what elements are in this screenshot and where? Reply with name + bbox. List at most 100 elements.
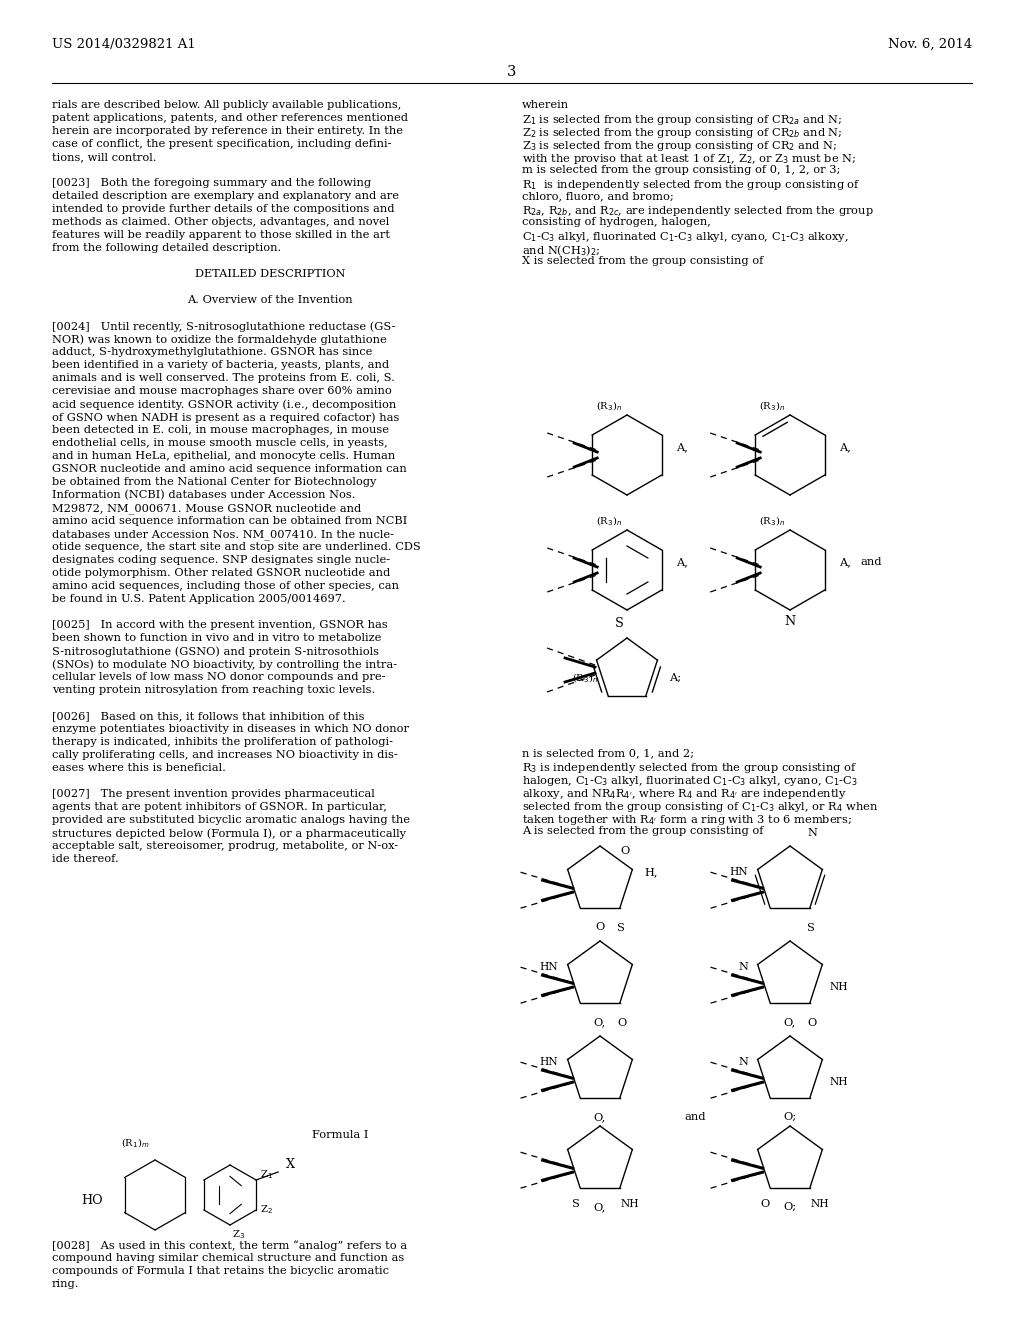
Text: wherein: wherein [522,100,569,110]
Text: S-nitrosoglutathione (GSNO) and protein S-nitrosothiols: S-nitrosoglutathione (GSNO) and protein … [52,645,379,656]
Text: S: S [807,923,815,933]
Text: Nov. 6, 2014: Nov. 6, 2014 [888,38,972,51]
Text: amino acid sequence information can be obtained from NCBI: amino acid sequence information can be o… [52,516,408,525]
Text: cerevisiae and mouse macrophages share over 60% amino: cerevisiae and mouse macrophages share o… [52,385,392,396]
Text: O: O [621,846,630,857]
Text: Z$_1$: Z$_1$ [260,1168,273,1181]
Text: ide thereof.: ide thereof. [52,854,119,865]
Text: O: O [617,1018,627,1028]
Text: [0027]   The present invention provides pharmaceutical: [0027] The present invention provides ph… [52,789,375,799]
Text: herein are incorporated by reference in their entirety. In the: herein are incorporated by reference in … [52,125,403,136]
Text: N: N [807,828,817,838]
Text: [0026]   Based on this, it follows that inhibition of this: [0026] Based on this, it follows that in… [52,711,365,721]
Text: O: O [595,921,604,932]
Text: A,: A, [676,442,688,451]
Text: Z$_1$ is selected from the group consisting of CR$_{2a}$ and N;: Z$_1$ is selected from the group consist… [522,114,843,127]
Text: designates coding sequence. SNP designates single nucle-: designates coding sequence. SNP designat… [52,554,390,565]
Text: (SNOs) to modulate NO bioactivity, by controlling the intra-: (SNOs) to modulate NO bioactivity, by co… [52,659,397,669]
Text: R$_{2a}$, R$_{2b}$, and R$_{2c}$, are independently selected from the group: R$_{2a}$, R$_{2b}$, and R$_{2c}$, are in… [522,205,873,218]
Text: M29872, NM_000671. Mouse GSNOR nucleotide and: M29872, NM_000671. Mouse GSNOR nucleotid… [52,503,361,513]
Text: chloro, fluoro, and bromo;: chloro, fluoro, and bromo; [522,191,674,201]
Text: N: N [784,615,796,628]
Text: Z$_2$: Z$_2$ [260,1204,272,1217]
Text: Z$_3$: Z$_3$ [232,1228,245,1241]
Text: rials are described below. All publicly available publications,: rials are described below. All publicly … [52,100,401,110]
Text: A;: A; [669,673,681,682]
Text: tions, will control.: tions, will control. [52,152,157,162]
Text: O,: O, [784,1016,796,1027]
Text: N: N [738,962,748,972]
Text: otide polymorphism. Other related GSNOR nucleotide and: otide polymorphism. Other related GSNOR … [52,568,390,578]
Text: O: O [761,1199,770,1209]
Text: A,: A, [839,442,851,451]
Text: NH: NH [621,1199,639,1209]
Text: C$_1$-C$_3$ alkyl, fluorinated C$_1$-C$_3$ alkyl, cyano, C$_1$-C$_3$ alkoxy,: C$_1$-C$_3$ alkyl, fluorinated C$_1$-C$_… [522,230,849,244]
Text: selected from the group consisting of C$_1$-C$_3$ alkyl, or R$_4$ when: selected from the group consisting of C$… [522,800,879,814]
Text: n is selected from 0, 1, and 2;: n is selected from 0, 1, and 2; [522,748,694,758]
Text: Information (NCBI) databases under Accession Nos.: Information (NCBI) databases under Acces… [52,490,355,500]
Text: Z$_3$ is selected from the group consisting of CR$_2$ and N;: Z$_3$ is selected from the group consist… [522,139,838,153]
Text: 3: 3 [507,65,517,79]
Text: S: S [617,923,625,933]
Text: O: O [807,1018,816,1028]
Text: (R$_3$)$_n$: (R$_3$)$_n$ [759,399,785,413]
Text: be obtained from the National Center for Biotechnology: be obtained from the National Center for… [52,477,377,487]
Text: (R$_3$)$_n$: (R$_3$)$_n$ [572,671,598,685]
Text: NH: NH [830,982,849,993]
Text: amino acid sequences, including those of other species, can: amino acid sequences, including those of… [52,581,399,591]
Text: halogen, C$_1$-C$_3$ alkyl, fluorinated C$_1$-C$_3$ alkyl, cyano, C$_1$-C$_3$: halogen, C$_1$-C$_3$ alkyl, fluorinated … [522,774,858,788]
Text: otide sequence, the start site and stop site are underlined. CDS: otide sequence, the start site and stop … [52,543,421,552]
Text: detailed description are exemplary and explanatory and are: detailed description are exemplary and e… [52,191,399,201]
Text: been detected in E. coli, in mouse macrophages, in mouse: been detected in E. coli, in mouse macro… [52,425,389,436]
Text: agents that are potent inhibitors of GSNOR. In particular,: agents that are potent inhibitors of GSN… [52,803,387,812]
Text: O;: O; [783,1111,797,1122]
Text: m is selected from the group consisting of 0, 1, 2, or 3;: m is selected from the group consisting … [522,165,841,176]
Text: H,: H, [644,867,657,876]
Text: been identified in a variety of bacteria, yeasts, plants, and: been identified in a variety of bacteria… [52,360,389,370]
Text: O;: O; [783,1203,797,1212]
Text: A,: A, [839,557,851,568]
Text: NH: NH [810,1199,829,1209]
Text: R$_1$  is independently selected from the group consisting of: R$_1$ is independently selected from the… [522,178,861,191]
Text: intended to provide further details of the compositions and: intended to provide further details of t… [52,205,394,214]
Text: DETAILED DESCRIPTION: DETAILED DESCRIPTION [195,269,345,279]
Text: eases where this is beneficial.: eases where this is beneficial. [52,763,226,774]
Text: O,: O, [594,1111,606,1122]
Text: [0028]   As used in this context, the term “analog” refers to a: [0028] As used in this context, the term… [52,1239,408,1251]
Text: ring.: ring. [52,1279,80,1290]
Text: patent applications, patents, and other references mentioned: patent applications, patents, and other … [52,114,408,123]
Text: compounds of Formula I that retains the bicyclic aromatic: compounds of Formula I that retains the … [52,1266,389,1276]
Text: be found in U.S. Patent Application 2005/0014697.: be found in U.S. Patent Application 2005… [52,594,346,605]
Text: consisting of hydrogen, halogen,: consisting of hydrogen, halogen, [522,216,711,227]
Text: cally proliferating cells, and increases NO bioactivity in dis-: cally proliferating cells, and increases… [52,750,397,760]
Text: HN: HN [729,867,748,876]
Text: S: S [571,1199,580,1209]
Text: cellular levels of low mass NO donor compounds and pre-: cellular levels of low mass NO donor com… [52,672,385,682]
Text: features will be readily apparent to those skilled in the art: features will be readily apparent to tho… [52,230,390,240]
Text: [0024]   Until recently, S-nitrosoglutathione reductase (GS-: [0024] Until recently, S-nitrosoglutathi… [52,321,395,331]
Text: HO: HO [81,1195,102,1208]
Text: been shown to function in vivo and in vitro to metabolize: been shown to function in vivo and in vi… [52,634,381,643]
Text: O,: O, [594,1203,606,1212]
Text: adduct, S-hydroxymethylglutathione. GSNOR has since: adduct, S-hydroxymethylglutathione. GSNO… [52,347,373,356]
Text: (R$_3$)$_n$: (R$_3$)$_n$ [759,513,785,528]
Text: from the following detailed description.: from the following detailed description. [52,243,282,253]
Text: R$_3$ is independently selected from the group consisting of: R$_3$ is independently selected from the… [522,762,857,775]
Text: HN: HN [540,1057,558,1067]
Text: and N(CH$_3$)$_2$;: and N(CH$_3$)$_2$; [522,243,600,257]
Text: US 2014/0329821 A1: US 2014/0329821 A1 [52,38,196,51]
Text: N: N [738,1057,748,1067]
Text: provided are substituted bicyclic aromatic analogs having the: provided are substituted bicyclic aromat… [52,814,410,825]
Text: NH: NH [830,1077,849,1086]
Text: HN: HN [540,962,558,972]
Text: enzyme potentiates bioactivity in diseases in which NO donor: enzyme potentiates bioactivity in diseas… [52,723,409,734]
Text: case of conflict, the present specification, including defini-: case of conflict, the present specificat… [52,139,391,149]
Text: alkoxy, and NR$_4$R$_{4'}$, where R$_4$ and R$_{4'}$ are independently: alkoxy, and NR$_4$R$_{4'}$, where R$_4$ … [522,787,847,801]
Text: S: S [614,616,624,630]
Text: compound having similar chemical structure and function as: compound having similar chemical structu… [52,1253,404,1263]
Text: Formula I: Formula I [312,1130,369,1140]
Text: therapy is indicated, inhibits the proliferation of pathologi-: therapy is indicated, inhibits the proli… [52,737,393,747]
Text: structures depicted below (Formula I), or a pharmaceutically: structures depicted below (Formula I), o… [52,828,406,838]
Text: methods as claimed. Other objects, advantages, and novel: methods as claimed. Other objects, advan… [52,216,389,227]
Text: A,: A, [676,557,688,568]
